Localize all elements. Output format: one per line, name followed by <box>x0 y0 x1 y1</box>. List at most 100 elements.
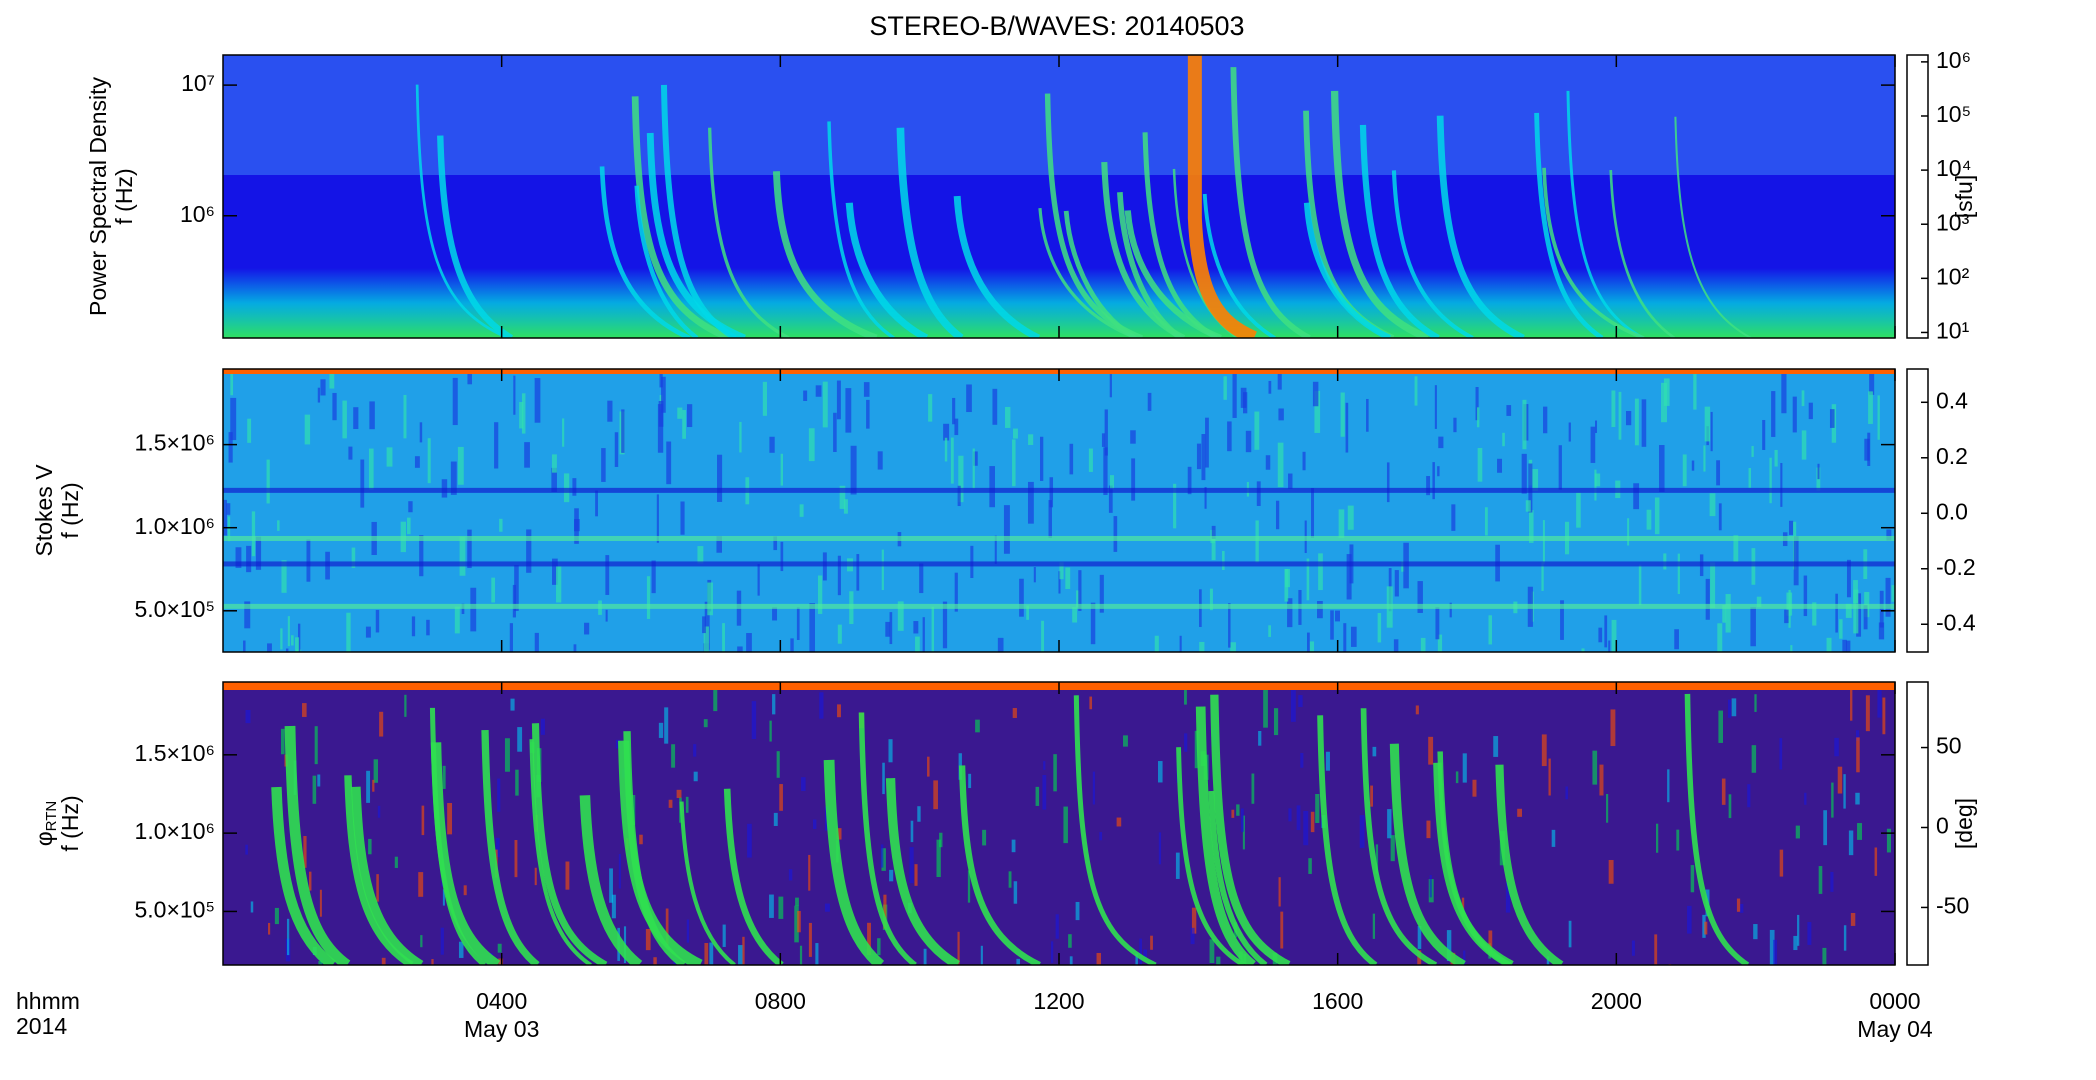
texture <box>1209 939 1215 964</box>
texture <box>450 461 457 495</box>
burst <box>1303 202 1392 338</box>
texture <box>702 616 706 634</box>
texture <box>1273 708 1279 736</box>
texture <box>1359 815 1365 848</box>
texture <box>658 722 664 738</box>
texture <box>1885 577 1891 617</box>
colorbar <box>1906 368 1929 653</box>
texture <box>1857 823 1863 840</box>
texture <box>1019 578 1024 617</box>
texture <box>1113 516 1118 552</box>
texture <box>1807 922 1812 945</box>
texture <box>717 454 723 502</box>
texture <box>1751 445 1754 457</box>
spectrogram-bg <box>223 682 1895 965</box>
texture <box>1801 430 1807 460</box>
texture <box>889 869 894 882</box>
texture <box>1532 469 1539 492</box>
colorbar-tick-label: -0.2 <box>1936 554 1976 580</box>
texture <box>1012 708 1017 718</box>
texture <box>394 856 398 868</box>
texture <box>1288 473 1293 489</box>
texture <box>1449 602 1452 618</box>
texture <box>1739 903 1744 913</box>
texture <box>452 377 458 426</box>
texture <box>968 773 972 789</box>
texture <box>1704 406 1711 442</box>
texture <box>657 404 664 453</box>
texture <box>1179 635 1182 652</box>
texture <box>822 381 828 428</box>
texture <box>957 931 960 965</box>
texture <box>1204 487 1207 509</box>
texture <box>1076 590 1080 608</box>
texture <box>267 643 272 652</box>
texture <box>1414 376 1418 406</box>
texture <box>1205 417 1209 468</box>
texture <box>819 692 824 719</box>
texture <box>709 942 714 965</box>
texture <box>431 959 434 965</box>
texture <box>1837 766 1843 794</box>
texture <box>1451 504 1456 531</box>
texture <box>972 448 975 489</box>
texture <box>1594 473 1601 487</box>
texture <box>944 437 948 462</box>
texture-band <box>223 603 1895 609</box>
texture <box>1245 430 1252 453</box>
texture <box>1296 805 1301 831</box>
texture <box>1822 947 1827 965</box>
texture <box>671 744 676 768</box>
texture <box>1886 529 1892 541</box>
texture <box>923 948 927 965</box>
texture <box>1769 929 1775 965</box>
texture <box>915 636 920 652</box>
texture <box>611 894 616 919</box>
texture <box>1401 561 1405 572</box>
texture <box>526 529 532 573</box>
texture <box>1211 537 1216 561</box>
texture <box>1372 913 1376 939</box>
texture <box>420 935 423 948</box>
texture <box>1634 398 1639 446</box>
texture <box>1306 632 1310 652</box>
texture <box>1375 844 1379 874</box>
texture <box>836 828 842 840</box>
texture <box>1003 505 1010 554</box>
texture <box>1682 454 1687 487</box>
texture <box>889 612 893 645</box>
texture <box>677 407 683 419</box>
texture <box>1674 629 1679 650</box>
texture <box>1804 792 1807 805</box>
texture <box>1263 689 1268 728</box>
texture <box>1309 641 1315 652</box>
burst <box>953 195 1041 338</box>
burst <box>631 96 731 338</box>
texture <box>883 894 887 929</box>
texture <box>1618 391 1622 440</box>
texture <box>360 459 365 508</box>
texture <box>1655 823 1659 853</box>
burst <box>351 786 424 965</box>
burst <box>1436 115 1525 338</box>
texture <box>1345 402 1349 453</box>
texture <box>780 453 784 486</box>
texture <box>517 727 523 752</box>
burst <box>827 121 895 338</box>
x-tick-label: 2000 <box>1591 988 1642 1014</box>
texture <box>1013 428 1018 439</box>
texture <box>880 844 884 868</box>
texture <box>693 744 697 757</box>
texture <box>1131 458 1136 501</box>
texture <box>651 560 656 594</box>
texture <box>1795 825 1800 839</box>
texture <box>618 854 621 889</box>
texture <box>319 889 322 917</box>
texture <box>1090 602 1096 645</box>
texture <box>1123 735 1128 747</box>
texture <box>1475 387 1479 421</box>
texture <box>551 454 557 473</box>
texture <box>1366 398 1369 432</box>
texture <box>1139 938 1142 965</box>
burst <box>344 775 414 965</box>
